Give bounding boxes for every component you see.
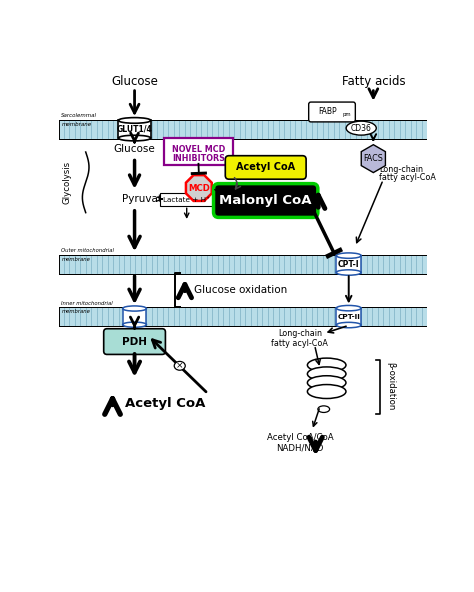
- Text: NOVEL MCD: NOVEL MCD: [172, 144, 225, 153]
- Text: Inner mitochondrial: Inner mitochondrial: [62, 301, 113, 305]
- Ellipse shape: [336, 253, 361, 258]
- Text: Glycolysis: Glycolysis: [63, 161, 72, 204]
- Text: Glucose: Glucose: [111, 75, 158, 88]
- Text: Fatty acids: Fatty acids: [342, 75, 405, 88]
- Text: FABP: FABP: [318, 108, 337, 117]
- Ellipse shape: [336, 322, 361, 328]
- FancyBboxPatch shape: [59, 255, 427, 274]
- Text: Acetyl CoA: Acetyl CoA: [236, 162, 295, 172]
- Text: Long-chain: Long-chain: [379, 165, 423, 174]
- Text: Glucose oxidation: Glucose oxidation: [194, 285, 288, 295]
- Text: Acetyl CoA: Acetyl CoA: [125, 397, 206, 410]
- Text: INHIBITORS: INHIBITORS: [172, 154, 225, 163]
- Text: membrane: membrane: [62, 310, 91, 314]
- FancyBboxPatch shape: [213, 184, 318, 217]
- Text: GLUT1/4: GLUT1/4: [117, 125, 153, 134]
- Ellipse shape: [174, 361, 185, 370]
- Text: Outer mitochondrial: Outer mitochondrial: [62, 248, 114, 253]
- FancyBboxPatch shape: [59, 120, 427, 139]
- Text: fatty acyl-CoA: fatty acyl-CoA: [272, 339, 328, 348]
- FancyBboxPatch shape: [59, 307, 427, 326]
- Ellipse shape: [123, 306, 146, 311]
- Ellipse shape: [336, 270, 361, 275]
- Ellipse shape: [308, 367, 346, 381]
- Text: β-oxidation: β-oxidation: [386, 362, 395, 411]
- Text: CPT-I: CPT-I: [338, 259, 360, 269]
- Ellipse shape: [308, 358, 346, 372]
- Text: Acetyl CoA/CoA: Acetyl CoA/CoA: [266, 433, 333, 442]
- Text: Long-chain: Long-chain: [278, 329, 322, 339]
- Ellipse shape: [318, 406, 329, 413]
- FancyBboxPatch shape: [104, 329, 165, 355]
- Text: Malonyl CoA: Malonyl CoA: [219, 194, 312, 207]
- Ellipse shape: [118, 135, 151, 141]
- FancyBboxPatch shape: [160, 193, 213, 207]
- Text: NADH/NAD: NADH/NAD: [276, 443, 324, 452]
- FancyBboxPatch shape: [336, 308, 361, 325]
- FancyBboxPatch shape: [123, 308, 146, 324]
- Text: MCD: MCD: [188, 184, 210, 192]
- Text: Pyruvate: Pyruvate: [122, 194, 169, 204]
- Text: Lactate + H⁺: Lactate + H⁺: [163, 197, 210, 203]
- Ellipse shape: [123, 322, 146, 327]
- Ellipse shape: [336, 305, 361, 311]
- Text: pm: pm: [342, 112, 351, 117]
- Text: CD36: CD36: [351, 124, 372, 133]
- Ellipse shape: [118, 118, 151, 123]
- Text: CPT-II: CPT-II: [337, 314, 360, 320]
- FancyBboxPatch shape: [164, 139, 233, 165]
- Text: membrane: membrane: [62, 122, 91, 127]
- FancyBboxPatch shape: [309, 102, 356, 122]
- Text: membrane: membrane: [62, 257, 91, 262]
- Ellipse shape: [308, 376, 346, 390]
- Text: Glucose: Glucose: [114, 144, 155, 154]
- FancyBboxPatch shape: [225, 156, 306, 179]
- Text: ×: ×: [176, 361, 183, 371]
- Text: Sarcolemmal: Sarcolemmal: [62, 113, 98, 118]
- Text: PDH: PDH: [122, 337, 147, 346]
- Text: fatty acyl-CoA: fatty acyl-CoA: [379, 173, 436, 182]
- Ellipse shape: [346, 121, 376, 135]
- FancyBboxPatch shape: [336, 256, 361, 272]
- Ellipse shape: [308, 385, 346, 398]
- Text: FACS: FACS: [364, 154, 383, 163]
- FancyBboxPatch shape: [118, 120, 151, 138]
